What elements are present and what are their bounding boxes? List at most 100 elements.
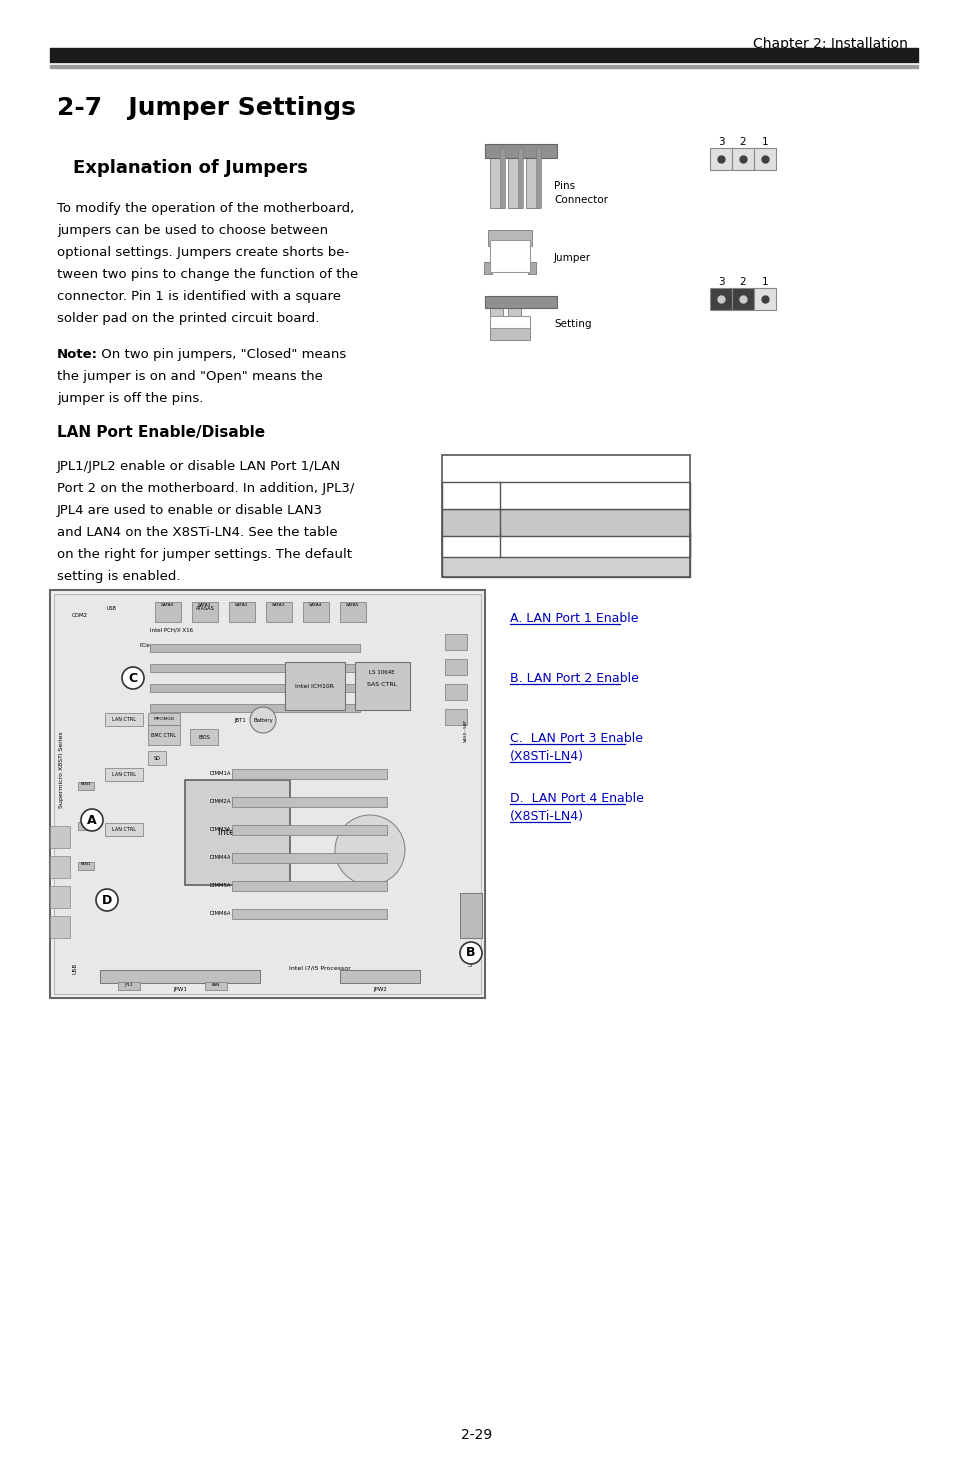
Bar bbox=[488, 230, 532, 246]
Bar bbox=[50, 886, 70, 908]
Text: Note:: Note: bbox=[57, 347, 98, 360]
Text: LAN CTRL: LAN CTRL bbox=[112, 771, 136, 777]
Text: LAN CTRL: LAN CTRL bbox=[112, 827, 136, 831]
Bar bbox=[499, 149, 504, 208]
Text: B: B bbox=[466, 946, 476, 959]
Bar bbox=[50, 856, 70, 878]
Bar bbox=[78, 781, 94, 790]
Text: LAN Port Enable/Disable: LAN Port Enable/Disable bbox=[57, 424, 265, 439]
Bar bbox=[507, 302, 520, 322]
Text: the jumper is on and "Open" means the: the jumper is on and "Open" means the bbox=[57, 369, 322, 382]
Text: MPCIMOD: MPCIMOD bbox=[153, 717, 174, 722]
Bar bbox=[285, 662, 345, 710]
Text: SAS CTRL: SAS CTRL bbox=[367, 681, 396, 687]
Bar bbox=[100, 970, 260, 983]
Text: JBT1: JBT1 bbox=[233, 717, 246, 723]
Bar bbox=[444, 634, 467, 650]
Text: 3: 3 bbox=[717, 277, 723, 287]
Text: 2-7   Jumper Settings: 2-7 Jumper Settings bbox=[57, 96, 355, 120]
Text: SATA4: SATA4 bbox=[309, 604, 322, 607]
Text: SD: SD bbox=[153, 755, 160, 761]
Bar bbox=[54, 593, 480, 994]
Circle shape bbox=[81, 809, 103, 831]
Text: Intel PCH/X X16: Intel PCH/X X16 bbox=[150, 627, 193, 633]
Text: 1: 1 bbox=[760, 137, 767, 147]
Text: tween two pins to change the function of the: tween two pins to change the function of… bbox=[57, 267, 358, 280]
Text: Intel ICH10R: Intel ICH10R bbox=[295, 684, 335, 688]
Bar bbox=[50, 590, 484, 997]
Text: A. LAN Port 1 Enable: A. LAN Port 1 Enable bbox=[510, 611, 638, 624]
Text: SAS0~SAT: SAS0~SAT bbox=[463, 719, 468, 742]
Text: Disabled: Disabled bbox=[517, 488, 571, 502]
Text: D: D bbox=[102, 894, 112, 907]
Bar bbox=[441, 455, 689, 577]
Text: (X8STi-LN4): (X8STi-LN4) bbox=[510, 749, 583, 763]
Bar bbox=[154, 602, 181, 623]
Text: DIMM6A: DIMM6A bbox=[210, 910, 231, 916]
Text: JPL4 are used to enable or disable LAN3: JPL4 are used to enable or disable LAN3 bbox=[57, 503, 323, 516]
Text: D.  LAN Port 4 Enable: D. LAN Port 4 Enable bbox=[510, 792, 643, 805]
Text: SATA2: SATA2 bbox=[235, 604, 249, 607]
Bar bbox=[444, 659, 467, 675]
Bar bbox=[148, 713, 180, 725]
Bar bbox=[150, 704, 359, 712]
Bar bbox=[266, 602, 292, 623]
Bar bbox=[185, 780, 290, 885]
Bar bbox=[490, 302, 502, 322]
Text: setting is enabled.: setting is enabled. bbox=[57, 570, 180, 583]
Bar bbox=[229, 602, 254, 623]
Bar bbox=[232, 908, 387, 919]
Text: DIMM3A: DIMM3A bbox=[210, 827, 231, 831]
Text: USB: USB bbox=[107, 605, 117, 611]
Bar bbox=[731, 289, 753, 311]
Bar bbox=[525, 149, 538, 208]
Bar bbox=[339, 970, 419, 983]
Text: COM2: COM2 bbox=[71, 612, 88, 618]
Circle shape bbox=[459, 942, 481, 964]
Bar bbox=[150, 663, 359, 672]
Circle shape bbox=[335, 815, 405, 885]
Text: Jumper: Jumper bbox=[554, 254, 591, 262]
Text: BMC CTRL: BMC CTRL bbox=[152, 732, 176, 738]
Bar bbox=[232, 853, 387, 863]
Text: solder pad on the printed circuit board.: solder pad on the printed circuit board. bbox=[57, 312, 319, 325]
Text: 2: 2 bbox=[739, 137, 745, 147]
Circle shape bbox=[122, 666, 144, 690]
Text: SATA1: SATA1 bbox=[198, 604, 212, 607]
Bar bbox=[490, 149, 502, 208]
Text: GLAN Enable
Jumper Settings: GLAN Enable Jumper Settings bbox=[509, 541, 621, 569]
Bar bbox=[444, 684, 467, 700]
Text: 2-29: 2-29 bbox=[461, 1427, 492, 1442]
Bar bbox=[527, 262, 536, 274]
Bar bbox=[709, 149, 731, 171]
Bar bbox=[441, 534, 689, 557]
Bar bbox=[441, 483, 689, 509]
Text: FAN2: FAN2 bbox=[81, 822, 91, 827]
Bar bbox=[484, 296, 557, 308]
Bar bbox=[105, 822, 143, 835]
Text: To modify the operation of the motherboard,: To modify the operation of the motherboa… bbox=[57, 201, 354, 214]
Text: LAN CTRL: LAN CTRL bbox=[112, 716, 136, 722]
Bar bbox=[78, 822, 94, 830]
Bar bbox=[118, 983, 140, 990]
Text: B. LAN Port 2 Enable: B. LAN Port 2 Enable bbox=[510, 672, 639, 684]
Text: Explanation of Jumpers: Explanation of Jumpers bbox=[72, 159, 307, 176]
Bar bbox=[484, 144, 557, 157]
Bar bbox=[517, 149, 522, 208]
Text: optional settings. Jumpers create shorts be-: optional settings. Jumpers create shorts… bbox=[57, 245, 349, 258]
Text: On two pin jumpers, "Closed" means: On two pin jumpers, "Closed" means bbox=[97, 347, 346, 360]
Bar bbox=[150, 684, 359, 693]
Text: jumper is off the pins.: jumper is off the pins. bbox=[57, 392, 203, 404]
Text: connector. Pin 1 is identified with a square: connector. Pin 1 is identified with a sq… bbox=[57, 290, 340, 302]
Text: jumpers can be used to choose between: jumpers can be used to choose between bbox=[57, 223, 328, 236]
Text: Port 2 on the motherboard. In addition, JPL3/: Port 2 on the motherboard. In addition, … bbox=[57, 481, 354, 494]
Bar bbox=[148, 725, 180, 745]
Bar bbox=[78, 862, 94, 870]
Bar bbox=[50, 827, 70, 849]
Text: SATA3: SATA3 bbox=[272, 604, 286, 607]
Bar bbox=[50, 916, 70, 937]
Text: 3: 3 bbox=[717, 137, 723, 147]
Text: Connector: Connector bbox=[554, 195, 607, 206]
Text: Intel i7/i5 Processor: Intel i7/i5 Processor bbox=[289, 965, 351, 971]
Text: DIMM4A: DIMM4A bbox=[210, 854, 231, 860]
